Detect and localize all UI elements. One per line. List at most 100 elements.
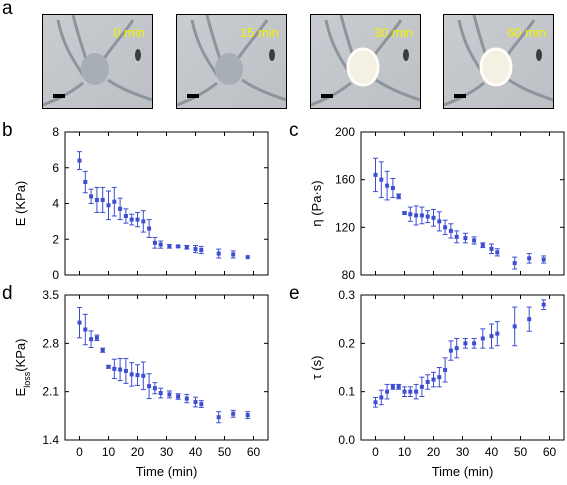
cell-image-0: 0 min — [42, 14, 153, 109]
data-point — [231, 411, 236, 416]
x-tick-label: 50 — [514, 445, 528, 459]
data-point — [472, 238, 477, 243]
data-point — [245, 255, 250, 260]
data-point — [480, 243, 485, 248]
data-point — [100, 197, 105, 202]
data-point — [152, 240, 157, 245]
data-point — [112, 199, 117, 204]
cell-image-2: 30 min — [310, 14, 421, 109]
data-point — [129, 217, 134, 222]
data-point — [77, 158, 82, 163]
data-point — [135, 373, 140, 378]
data-point — [141, 219, 146, 224]
data-point — [94, 197, 99, 202]
x-axis-label: Time (min) — [432, 464, 494, 479]
data-point — [77, 320, 82, 325]
data-point — [402, 211, 407, 216]
data-point — [89, 337, 94, 342]
data-point — [390, 186, 395, 191]
data-point — [118, 367, 123, 372]
scale-bar — [187, 94, 199, 98]
data-point — [495, 250, 500, 255]
data-point — [402, 389, 407, 394]
x-tick-label: 40 — [485, 445, 499, 459]
x-tick-label: 50 — [218, 445, 232, 459]
data-point — [94, 335, 99, 340]
data-point — [83, 327, 88, 332]
cell-image-1: 15 min — [176, 14, 287, 109]
data-point — [167, 244, 172, 249]
data-point — [437, 375, 442, 380]
panel-label-c: c — [289, 120, 299, 141]
data-point — [480, 336, 485, 341]
y-tick-label: 120 — [335, 220, 355, 234]
x-tick-label: 30 — [456, 445, 470, 459]
y-tick-label: 0.2 — [338, 336, 355, 350]
y-tick-label: 1.4 — [42, 433, 59, 447]
data-point — [443, 225, 448, 230]
data-point — [123, 214, 128, 219]
plot-frame-b — [64, 131, 269, 276]
data-point — [106, 203, 111, 208]
data-point — [448, 228, 453, 233]
y-axis-label: η (Pa·s) — [309, 180, 324, 226]
data-point — [141, 373, 146, 378]
scale-bar — [53, 94, 65, 98]
data-point — [408, 389, 413, 394]
y-tick-label: 2 — [52, 232, 59, 246]
data-point — [184, 396, 189, 401]
data-point — [112, 366, 117, 371]
data-point — [199, 402, 204, 407]
x-tick-label: 20 — [131, 445, 145, 459]
x-axis-label: Time (min) — [136, 464, 198, 479]
data-point — [176, 244, 181, 249]
data-point — [216, 251, 221, 256]
data-point — [245, 413, 250, 418]
data-point — [106, 364, 111, 369]
data-point — [216, 415, 221, 420]
y-tick-label: 0.3 — [338, 288, 355, 302]
data-point — [431, 377, 436, 382]
data-point — [408, 212, 413, 217]
data-point — [512, 261, 517, 266]
data-point — [385, 183, 390, 188]
time-label: 0 min — [113, 25, 145, 40]
x-tick-label: 20 — [427, 445, 441, 459]
data-point — [147, 384, 152, 389]
y-tick-label: 80 — [342, 268, 356, 282]
plot-frame-e — [360, 294, 565, 441]
data-point — [379, 395, 384, 400]
data-point — [373, 172, 378, 177]
data-point — [184, 245, 189, 250]
y-tick-label: 160 — [335, 173, 355, 187]
data-point — [472, 341, 477, 346]
data-point — [385, 389, 390, 394]
data-point — [167, 392, 172, 397]
data-point — [527, 317, 532, 322]
scale-bar — [321, 94, 333, 98]
data-point — [135, 217, 140, 222]
data-point — [419, 213, 424, 218]
time-label: 15 min — [239, 25, 279, 40]
scale-bar — [454, 94, 466, 98]
data-point — [463, 341, 468, 346]
y-tick-label: 2.1 — [42, 385, 59, 399]
data-point — [193, 400, 198, 405]
data-point — [147, 226, 152, 231]
data-point — [390, 384, 395, 389]
data-point — [414, 389, 419, 394]
panel-label-a: a — [2, 0, 13, 19]
data-point — [158, 391, 163, 396]
data-point — [454, 234, 459, 239]
data-point — [419, 384, 424, 389]
data-point — [437, 219, 442, 224]
data-point — [123, 368, 128, 373]
y-tick-label: 3.5 — [42, 288, 59, 302]
panel-label-e: e — [289, 283, 300, 304]
data-point — [463, 236, 468, 241]
data-point — [495, 331, 500, 336]
data-point — [158, 242, 163, 247]
data-point — [527, 256, 532, 261]
data-point — [425, 214, 430, 219]
